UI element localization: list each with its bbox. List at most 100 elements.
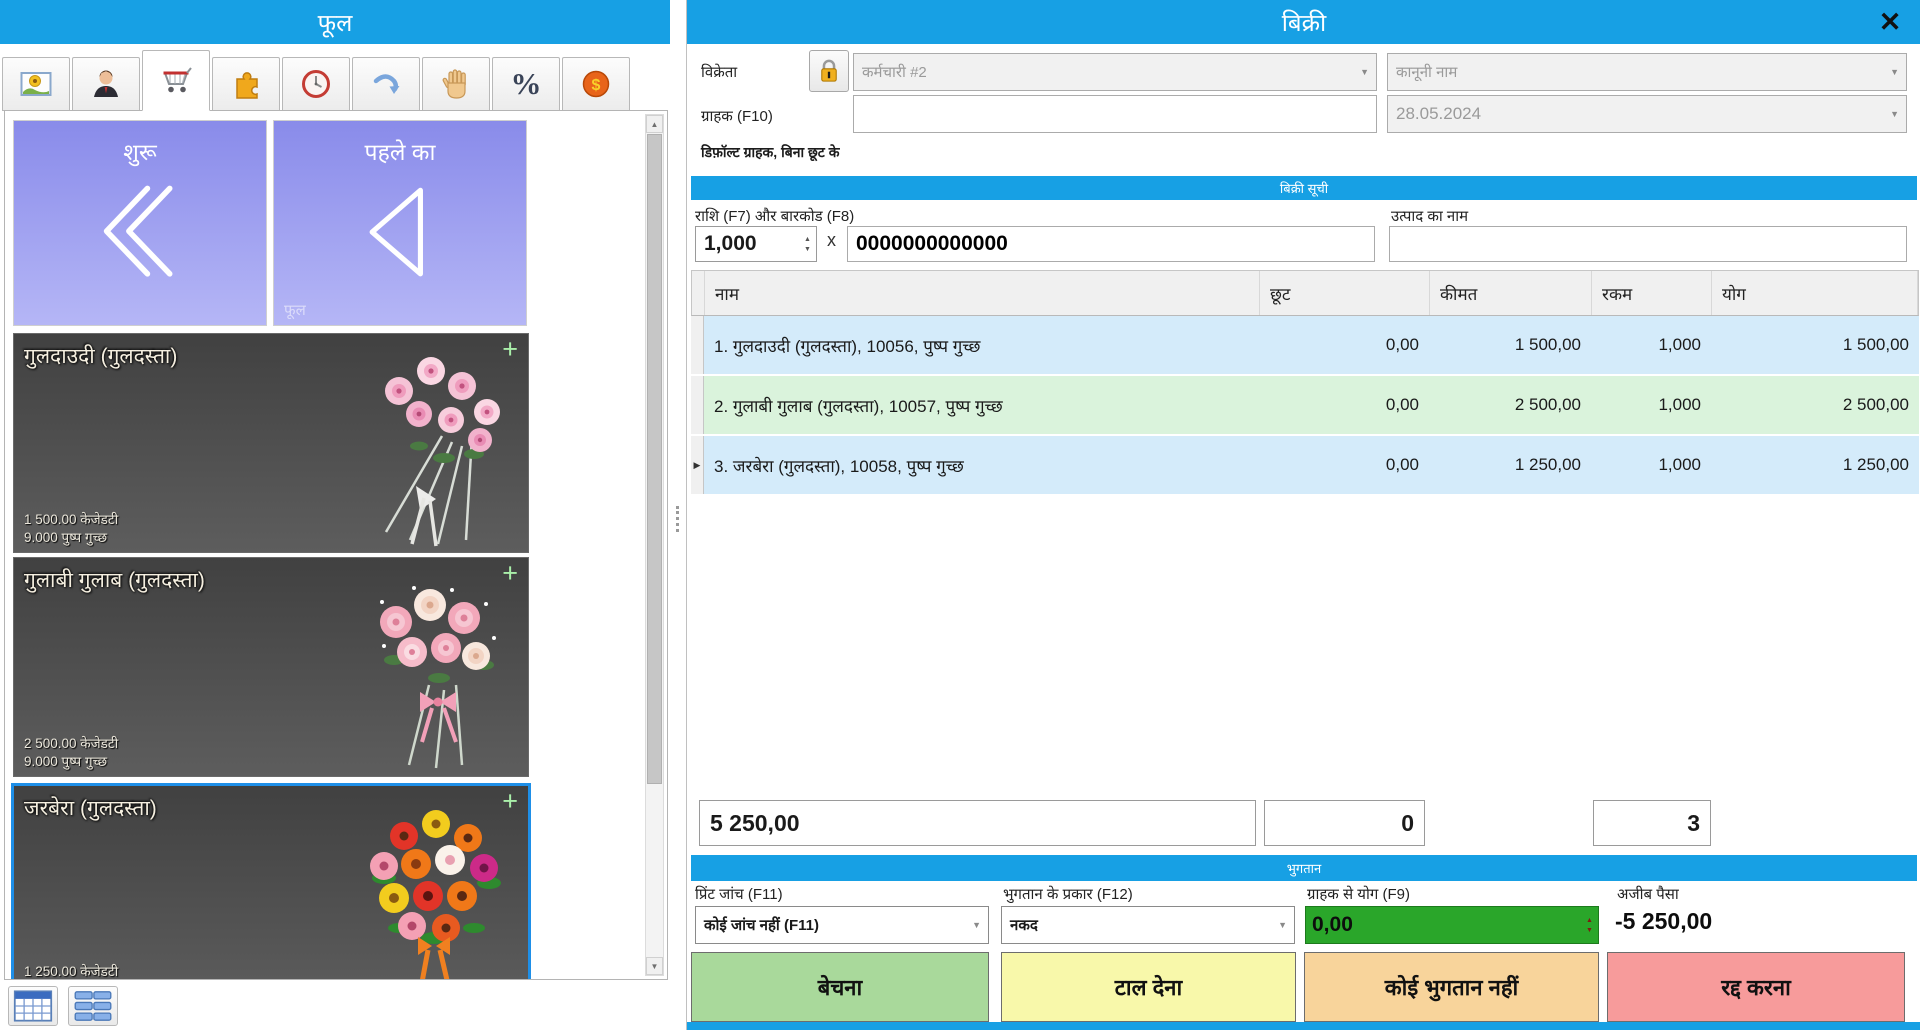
sale-panel-title: बिक्री: [1281, 9, 1327, 37]
cancel-button[interactable]: रद्द करना: [1607, 952, 1905, 1022]
table-row[interactable]: 2. गुलाबी गुलाब (गुलदस्ता), 10057, पुष्प…: [691, 376, 1919, 436]
sale-items-table: नाम छूट कीमत रकम योग 1. गुलदाउदी (गुलदस्…: [691, 270, 1919, 496]
qty-barcode-label: राशि (F7) और बारकोड (F8): [695, 208, 855, 225]
go-previous-button[interactable]: पहले का फूल: [273, 120, 527, 326]
clock-icon: [302, 70, 330, 98]
spin-up-icon[interactable]: ▲: [804, 235, 811, 243]
grid-view-button[interactable]: [68, 986, 118, 1026]
customer-input[interactable]: [853, 95, 1377, 133]
add-product-icon[interactable]: +: [502, 334, 518, 364]
return-arrow-icon: [373, 74, 400, 94]
quantity-stepper[interactable]: 1,000 ▲ ▼: [695, 226, 817, 262]
product-price: 1 250.00 केजेडटी: [24, 964, 119, 979]
col-header-price: कीमत: [1430, 271, 1592, 315]
sale-list-header-bar: बिक्री सूची: [691, 176, 1917, 200]
spin-down-icon[interactable]: ▼: [804, 245, 811, 253]
postpone-button[interactable]: टाल देना: [1001, 952, 1296, 1022]
add-product-icon[interactable]: +: [502, 558, 518, 588]
grid-view-icon: [74, 991, 112, 1021]
table-row-current[interactable]: ▶ 3. जरबेरा (गुलदस्ता), 10058, पुष्प गुच…: [691, 436, 1919, 496]
product-card-pink-rose[interactable]: गुलाबी गुलाब (गुलदस्ता) + 2 500.00 केजेड…: [13, 557, 529, 777]
col-header-name: नाम: [705, 271, 1260, 315]
product-image-chrysanthemum-bouquet: [384, 357, 500, 547]
barcode-input[interactable]: [847, 226, 1375, 262]
view-toggle: [8, 986, 118, 1026]
product-name-input[interactable]: [1389, 226, 1907, 262]
table-view-icon: [13, 990, 53, 1022]
sell-button[interactable]: बेचना: [691, 952, 989, 1022]
spinner-arrows[interactable]: ▲ ▼: [1581, 917, 1598, 934]
scrollbar-thumb[interactable]: [647, 134, 662, 784]
product-card-chrysanthemum[interactable]: गुलदाउदी (गुलदस्ता) + 1 500.00 केजेडटी 9…: [13, 333, 529, 553]
col-header-qty: रकम: [1592, 271, 1712, 315]
products-panel: फूल: [0, 0, 670, 1030]
chevron-left-icon: [369, 187, 423, 277]
tab-customers[interactable]: [72, 57, 140, 111]
close-icon[interactable]: ✕: [1873, 6, 1907, 38]
table-row[interactable]: 1. गुलदाउदी (गुलदस्ता), 10056, पुष्प गुच…: [691, 316, 1919, 376]
dollar-icon: $: [582, 70, 610, 98]
double-chevron-left-icon: [103, 185, 173, 277]
spinner-arrows[interactable]: ▲ ▼: [799, 236, 816, 253]
product-info: 1 500.00 केजेडटी 9.000 पुष्प गुच्छ: [24, 511, 118, 547]
tab-plugins[interactable]: [212, 57, 280, 111]
date-dropdown[interactable]: 28.05.2024 ▼: [1387, 95, 1907, 133]
product-name: गुलदाउदी (गुलदस्ता): [24, 345, 178, 368]
scroll-up-arrow[interactable]: ▲: [646, 115, 663, 133]
product-price: 2 500.00 केजेडटी: [24, 736, 119, 751]
product-image-gerbera-bouquet: [370, 810, 501, 979]
table-view-button[interactable]: [8, 986, 58, 1026]
sale-panel: बिक्री ✕ विक्रेता कर्मचारी #2 ▼ कानूनी न…: [686, 0, 1920, 1030]
chevron-down-icon: ▼: [1890, 67, 1899, 77]
scroll-down-arrow[interactable]: ▼: [646, 957, 663, 975]
tab-history[interactable]: [282, 57, 350, 111]
panel-splitter-handle[interactable]: [676, 506, 683, 532]
from-customer-amount-field[interactable]: 0,00 ▲ ▼: [1305, 906, 1599, 944]
tab-hold[interactable]: [422, 57, 490, 111]
product-image-rose-bouquet: [380, 586, 496, 769]
tab-payments[interactable]: $: [562, 57, 630, 111]
lock-seller-button[interactable]: [809, 50, 849, 92]
col-header-total: योग: [1712, 271, 1918, 315]
product-stock: 9.000 पुष्प गुच्छ: [24, 530, 107, 545]
product-name: गुलाबी गुलाब (गुलदस्ता): [24, 569, 205, 592]
chevron-down-icon: ▼: [1890, 109, 1899, 119]
product-card-gerbera[interactable]: जरबेरा (गुलदस्ता) + 1 250.00 केजेडटी: [11, 783, 531, 979]
chevron-down-icon: ▼: [972, 920, 981, 930]
previous-category-label: फूल: [284, 302, 306, 319]
product-info: 1 250.00 केजेडटी: [24, 963, 119, 979]
print-check-dropdown[interactable]: कोई जांच नहीं (F11) ▼: [695, 906, 989, 944]
customer-icon: [94, 70, 118, 97]
total-discount-box: 0: [1264, 800, 1425, 846]
product-name: जरबेरा (गुलदस्ता): [24, 797, 157, 820]
multiply-sign: x: [827, 230, 836, 250]
spin-down-icon[interactable]: ▼: [1586, 926, 1593, 934]
items-count-box: 3: [1593, 800, 1711, 846]
payment-type-dropdown[interactable]: नकद ▼: [1001, 906, 1295, 944]
images-icon: [20, 72, 52, 96]
percent-icon: %: [510, 66, 542, 101]
total-sum-box: 5 250,00: [699, 800, 1256, 846]
plugin-icon: [236, 72, 258, 99]
from-customer-label: ग्राहक से योग (F9): [1307, 886, 1410, 903]
tab-images[interactable]: [2, 57, 70, 111]
bottom-accent-strip: [687, 1022, 1920, 1030]
tab-discounts[interactable]: %: [492, 57, 560, 111]
hand-icon: [442, 69, 466, 99]
table-header-row: नाम छूट कीमत रकम योग: [691, 270, 1919, 316]
legal-name-dropdown[interactable]: कानूनी नाम ▼: [1387, 53, 1907, 91]
lock-icon: [821, 59, 837, 82]
seller-dropdown[interactable]: कर्मचारी #2 ▼: [853, 53, 1377, 91]
product-list: शुरू पहले का फूल: [4, 110, 668, 980]
tab-sale-cart[interactable]: [142, 50, 210, 111]
products-panel-title-bar: फूल: [0, 0, 670, 44]
spin-up-icon[interactable]: ▲: [1586, 916, 1593, 924]
no-payment-button[interactable]: कोई भुगतान नहीं: [1304, 952, 1599, 1022]
add-product-icon[interactable]: +: [502, 786, 518, 816]
tab-returns[interactable]: [352, 57, 420, 111]
payment-type-label: भुगतान के प्रकार (F12): [1003, 886, 1133, 903]
seller-label: विक्रेता: [701, 64, 738, 81]
product-list-scrollbar[interactable]: ▲ ▼: [645, 114, 664, 976]
go-start-button[interactable]: शुरू: [13, 120, 267, 326]
